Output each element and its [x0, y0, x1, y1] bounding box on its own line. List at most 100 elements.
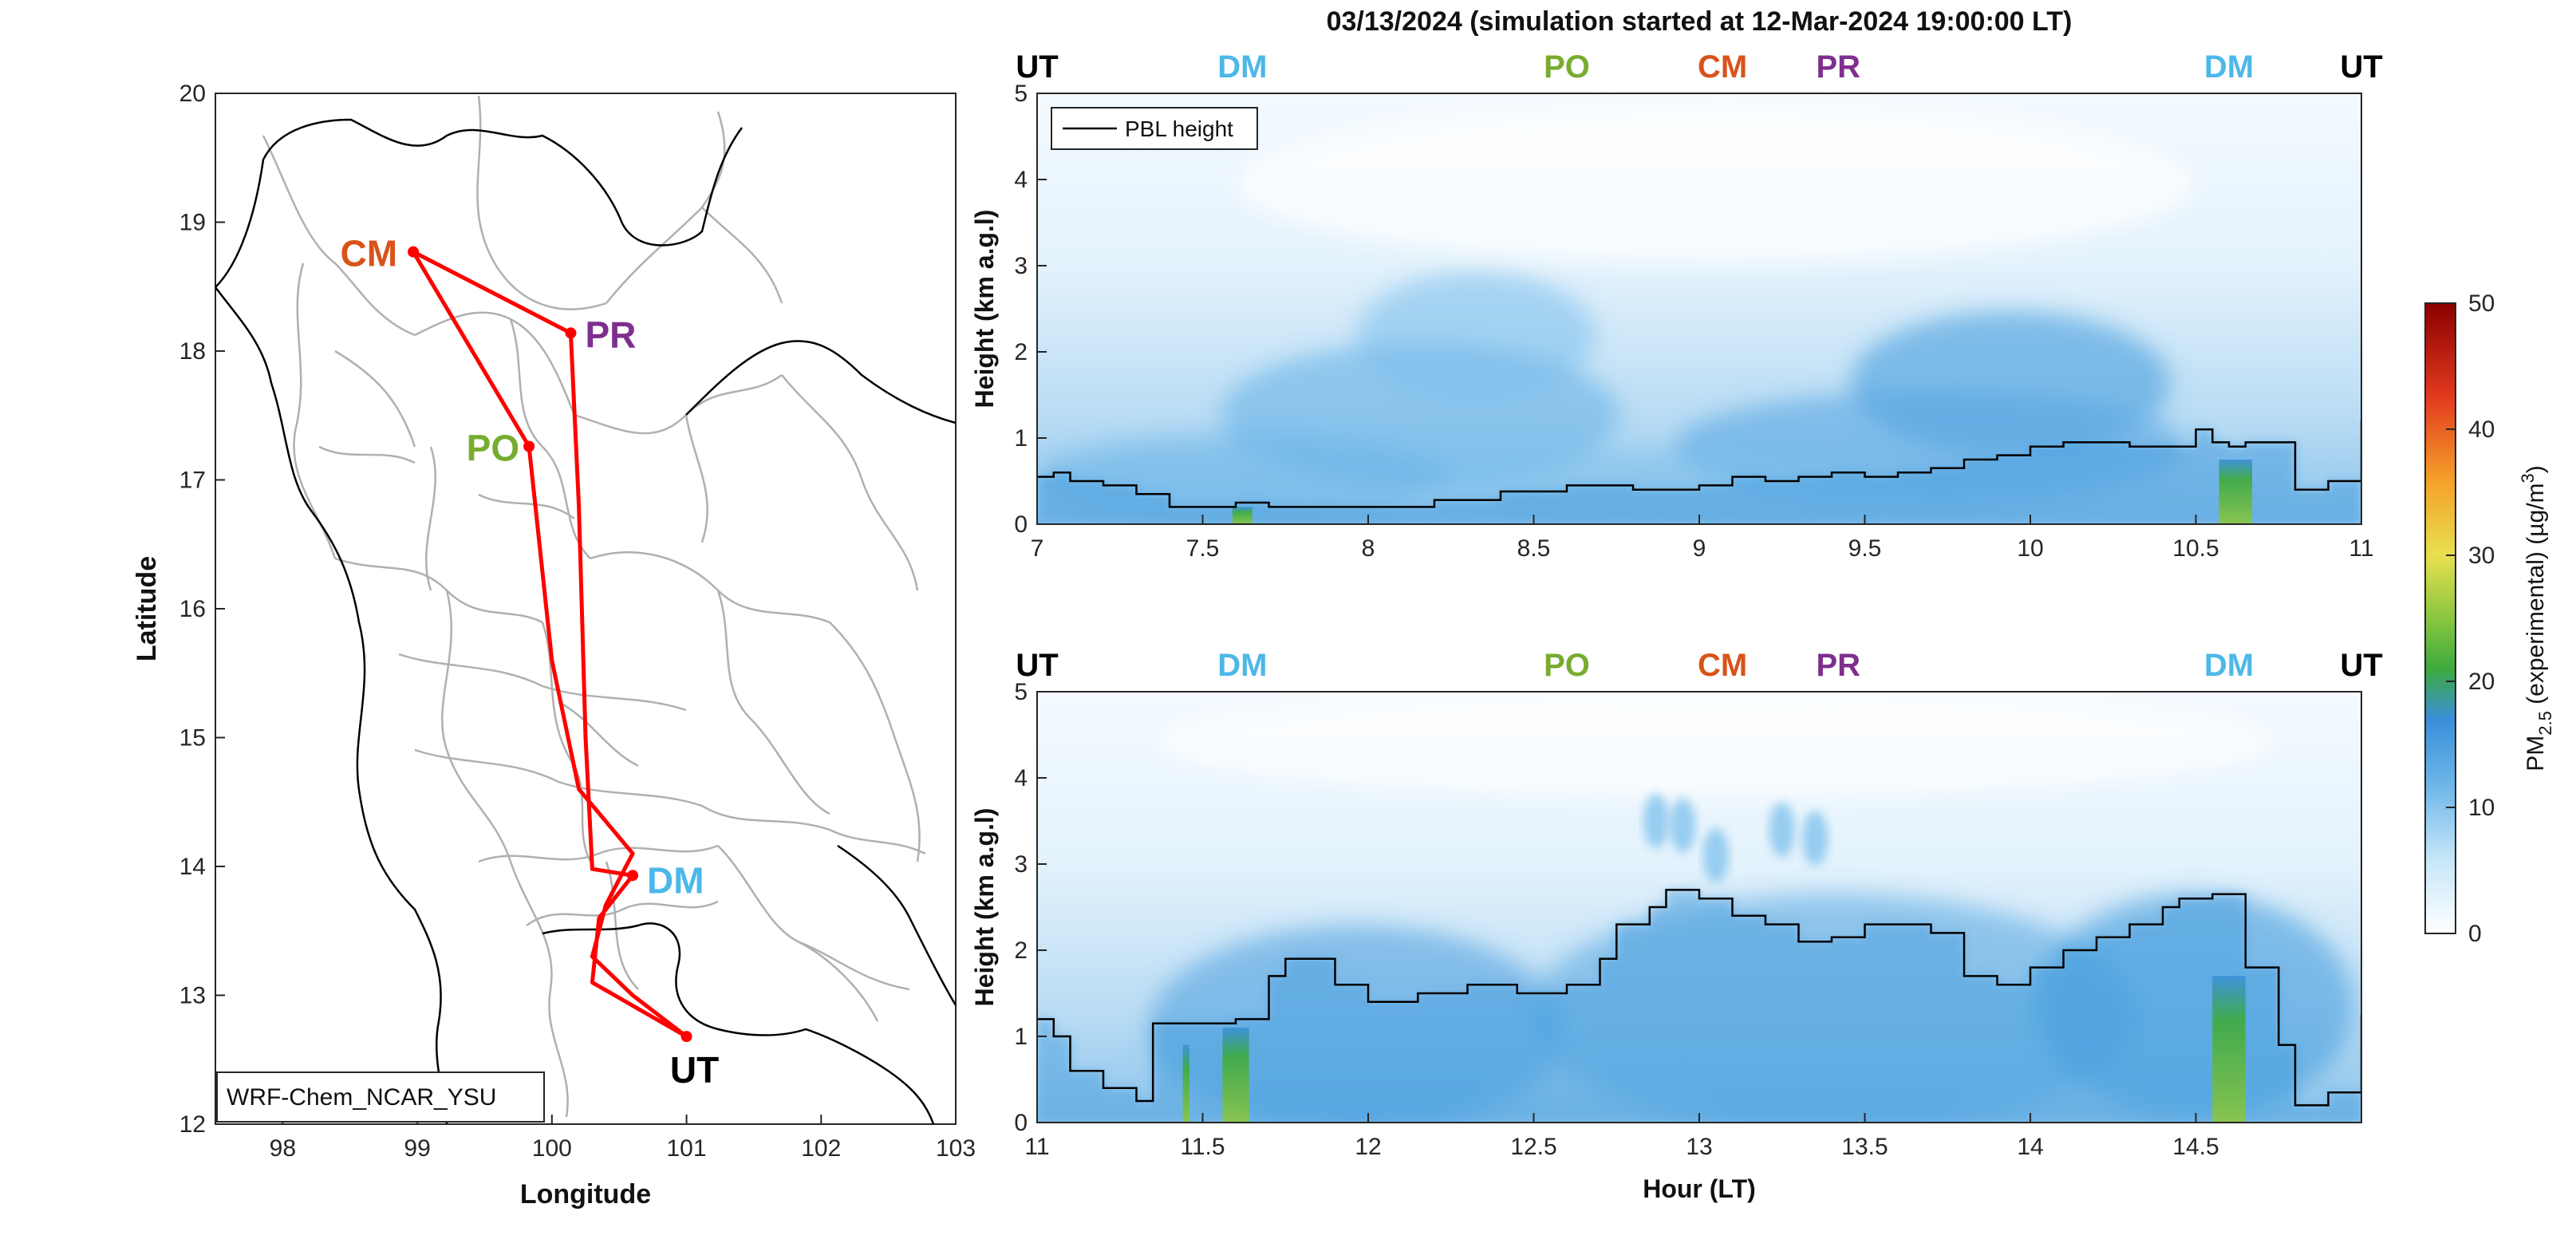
- station-header-cm: CM: [1698, 49, 1747, 85]
- colorbar-tick-label: 20: [2468, 669, 2495, 695]
- y-tick-label: 5: [1014, 679, 1028, 705]
- x-axis-label: Longitude: [520, 1179, 651, 1210]
- y-tick-label: 3: [1014, 851, 1028, 878]
- y-tick-label: 4: [1014, 765, 1028, 791]
- colorbar-tick-label: 40: [2468, 416, 2495, 443]
- y-axis-label: Latitude: [132, 556, 162, 661]
- y-tick-label: 19: [179, 210, 206, 236]
- x-axis-label: Hour (LT): [1643, 1174, 1756, 1203]
- x-tick-label: 99: [404, 1135, 430, 1162]
- x-tick-label: 12: [1355, 1134, 1381, 1160]
- x-tick-label: 9: [1693, 535, 1706, 562]
- aerosol-patch: [1802, 811, 1828, 866]
- station-header-cm: CM: [1698, 648, 1747, 683]
- aerosol-patch: [1702, 828, 1729, 883]
- colorbar-tick-label: 0: [2468, 921, 2482, 947]
- y-tick-label: 4: [1014, 167, 1028, 193]
- station-header-ut: UT: [1016, 49, 1058, 85]
- x-tick-label: 103: [936, 1135, 976, 1162]
- y-tick-label: 16: [179, 596, 206, 622]
- model-label: WRF-Chem_NCAR_YSU: [227, 1084, 496, 1111]
- aerosol-patch: [1769, 802, 1795, 857]
- x-tick-label: 7.5: [1186, 535, 1220, 562]
- station-header-pr: PR: [1817, 648, 1861, 683]
- y-tick-label: 1: [1014, 425, 1028, 452]
- y-tick-label: 2: [1014, 937, 1028, 964]
- x-tick-label: 11.5: [1180, 1134, 1225, 1160]
- station-header-dm: DM: [1217, 648, 1267, 683]
- legend-label: PBL height: [1125, 116, 1233, 141]
- aerosol-patch: [1670, 798, 1696, 853]
- colorbar-tick-label: 50: [2468, 290, 2495, 317]
- x-tick-label: 102: [801, 1135, 841, 1162]
- x-tick-label: 13: [1686, 1134, 1712, 1160]
- pm25-plume: [2212, 976, 2246, 1123]
- station-header-dm: DM: [2204, 49, 2254, 85]
- bottom-boundary-layer-fill: [1037, 890, 2361, 1123]
- x-tick-label: 101: [667, 1135, 707, 1162]
- station-header-ut: UT: [2340, 648, 2382, 683]
- top-curtain-panel: 7 7.5 8 8.5 9 9.5 10 10.5 11 0 1 2 3 4 5 Height (km a.g…: [970, 49, 2383, 562]
- station-header-dm: DM: [2204, 648, 2254, 683]
- aerosol-patch: [1643, 794, 1670, 848]
- x-tick-label: 14.5: [2172, 1134, 2219, 1160]
- y-tick-label: 1: [1014, 1024, 1028, 1050]
- station-marker-po: [523, 440, 535, 452]
- y-tick-label: 12: [179, 1111, 206, 1138]
- x-tick-label: 10.5: [2172, 535, 2219, 562]
- y-tick-label: 0: [1014, 511, 1028, 538]
- station-header-po: PO: [1544, 49, 1590, 85]
- x-tick-label: 98: [270, 1135, 296, 1162]
- y-tick-label: 3: [1014, 253, 1028, 279]
- map-panel: CM PR PO DM UT 98 99 100 101 102 103 12 13 14 15 16 17 1…: [132, 81, 976, 1210]
- legend: PBL height: [1051, 107, 1258, 150]
- colorbar-label: PM2.5 (experimental) (µg/m3): [2518, 465, 2555, 771]
- station-header-ut: UT: [1016, 648, 1058, 683]
- y-tick-label: 13: [179, 983, 206, 1009]
- station-label-dm: DM: [647, 859, 704, 901]
- station-header-pr: PR: [1817, 49, 1861, 85]
- x-tick-label: 8: [1362, 535, 1375, 562]
- top-pbl-height-line: [1037, 420, 2361, 508]
- station-label-ut: UT: [670, 1049, 719, 1091]
- y-tick-label: 15: [179, 725, 206, 752]
- y-tick-label: 5: [1014, 81, 1028, 107]
- y-tick-label: 18: [179, 338, 206, 365]
- country-boundary: [215, 118, 956, 1124]
- station-marker-pr: [565, 327, 577, 339]
- figure-title: 03/13/2024 (simulation started at 12-Mar…: [1327, 6, 2073, 37]
- y-axis-label: Height (km a.g.l): [970, 210, 999, 408]
- y-tick-label: 2: [1014, 339, 1028, 365]
- pm25-plume: [1182, 1044, 1189, 1123]
- x-tick-label: 9.5: [1848, 535, 1882, 562]
- colorbar: 0 10 20 30 40 50 PM2.5 (experimental) (µg/m3): [2424, 290, 2555, 947]
- y-tick-label: 14: [179, 854, 206, 880]
- x-tick-label: 7: [1031, 535, 1044, 562]
- x-tick-label: 8.5: [1517, 535, 1551, 562]
- station-marker-cm: [408, 246, 420, 258]
- x-tick-label: 13.5: [1841, 1134, 1888, 1160]
- x-tick-label: 11: [1024, 1134, 1049, 1160]
- station-marker-dm: [627, 870, 639, 882]
- x-tick-label: 11: [2349, 535, 2373, 562]
- station-header-dm: DM: [1217, 49, 1267, 85]
- x-tick-label: 14: [2017, 1134, 2043, 1160]
- colorbar-tick-label: 30: [2468, 543, 2495, 569]
- station-label-po: PO: [467, 428, 519, 469]
- y-tick-label: 17: [179, 468, 206, 494]
- pm25-plume: [2219, 460, 2253, 524]
- station-header-po: PO: [1544, 648, 1590, 683]
- bottom-pbl-height-line: [1037, 889, 2361, 1107]
- station-label-cm: CM: [340, 233, 397, 274]
- y-axis-label: Height (km a.g.l): [970, 808, 999, 1007]
- pm25-plume: [1232, 507, 1252, 524]
- station-marker-ut: [680, 1031, 692, 1043]
- x-tick-label: 10: [2017, 535, 2043, 562]
- station-label-pr: PR: [585, 314, 636, 355]
- station-header-ut: UT: [2340, 49, 2382, 85]
- x-tick-label: 100: [532, 1135, 572, 1162]
- colorbar-tick-label: 10: [2468, 795, 2495, 821]
- y-tick-label: 0: [1014, 1110, 1028, 1136]
